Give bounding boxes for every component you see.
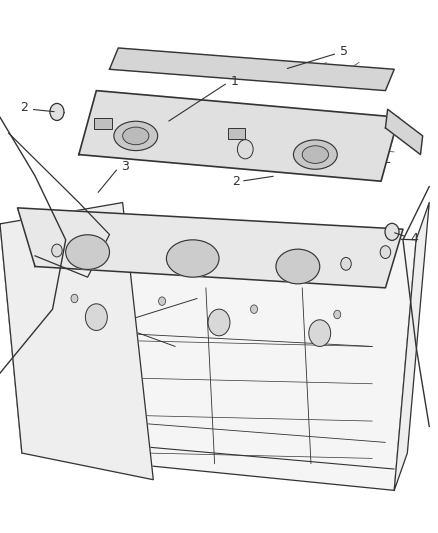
Text: 3: 3: [121, 160, 129, 173]
Ellipse shape: [166, 240, 219, 277]
Circle shape: [380, 246, 391, 259]
Polygon shape: [0, 203, 153, 480]
Circle shape: [85, 304, 107, 330]
Polygon shape: [385, 109, 423, 155]
Polygon shape: [110, 48, 394, 91]
Circle shape: [341, 257, 351, 270]
Circle shape: [334, 310, 341, 319]
Polygon shape: [79, 91, 399, 181]
Ellipse shape: [276, 249, 320, 284]
Text: 4: 4: [410, 232, 418, 245]
Circle shape: [71, 294, 78, 303]
Ellipse shape: [302, 146, 328, 163]
Polygon shape: [18, 208, 403, 288]
Circle shape: [385, 223, 399, 240]
Ellipse shape: [293, 140, 337, 169]
Text: 1: 1: [230, 75, 238, 87]
Polygon shape: [0, 224, 416, 490]
Text: 2: 2: [233, 175, 240, 188]
Circle shape: [237, 140, 253, 159]
Text: 2: 2: [20, 101, 28, 114]
Circle shape: [159, 297, 166, 305]
Text: 5: 5: [340, 45, 348, 58]
Circle shape: [309, 320, 331, 346]
Ellipse shape: [66, 235, 110, 269]
Circle shape: [208, 309, 230, 336]
Bar: [94, 118, 112, 129]
Ellipse shape: [114, 122, 158, 151]
Circle shape: [50, 103, 64, 120]
Ellipse shape: [123, 127, 149, 145]
Circle shape: [52, 244, 62, 257]
Circle shape: [251, 305, 258, 313]
Polygon shape: [394, 203, 429, 490]
Bar: [228, 128, 245, 139]
